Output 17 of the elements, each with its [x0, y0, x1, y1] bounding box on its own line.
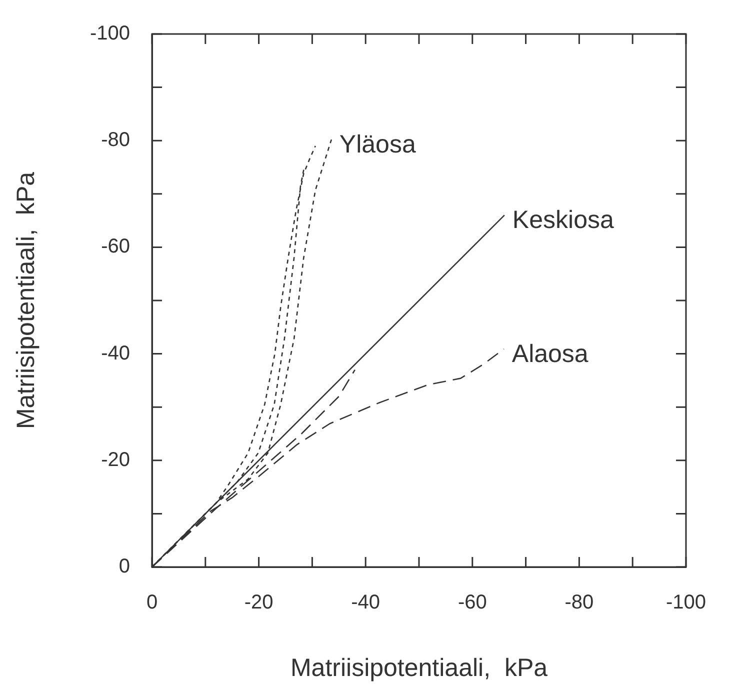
x-tick-label: -80 [564, 592, 594, 614]
x-tick-label: -40 [351, 592, 380, 614]
y-tick-label: -60 [101, 236, 130, 258]
y-tick-label: -100 [90, 22, 130, 45]
series-label: Yläosa [339, 130, 416, 158]
x-tick-label: 0 [146, 592, 158, 614]
x-tick-label: -20 [244, 592, 274, 614]
series-label: Alaosa [512, 340, 588, 368]
y-tick-label: 0 [118, 556, 130, 578]
x-tick-label: -60 [458, 592, 487, 614]
series-label: Keskiosa [512, 206, 614, 234]
y-tick-label: -80 [101, 129, 130, 152]
x-axis-title: Matriisipotentiaali, kPa [290, 654, 548, 682]
y-tick-label: -20 [101, 448, 130, 471]
y-axis-title: Matriisipotentiaali, kPa [12, 172, 40, 430]
x-tick-label: -100 [666, 592, 706, 614]
y-tick-label: -40 [101, 342, 130, 364]
